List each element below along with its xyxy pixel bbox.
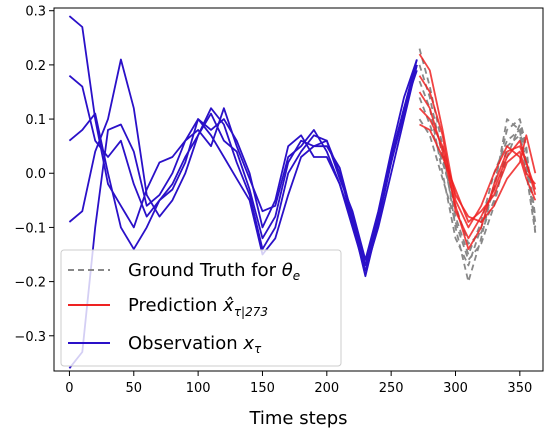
prediction-series-4 [419,123,536,223]
x-tick-label: 50 [126,381,143,396]
y-tick-label: −0.3 [14,330,46,345]
y-tick-label: 0.2 [25,59,46,74]
y-tick-label: −0.2 [14,276,46,291]
x-tick-label: 150 [250,381,275,396]
x-tick-label: 300 [443,381,468,396]
ground-truth-series-4 [418,118,537,261]
ground-truth-series-2 [418,80,537,267]
legend-label-ground-truth: Ground Truth for θe [128,260,300,283]
y-tick-label: 0.0 [25,167,46,182]
prediction-series-0 [418,53,537,229]
plot-frame [53,7,544,372]
x-axis-ticks: 0 50 100 150 200 250 300 350 [65,371,532,396]
x-tick-label: 200 [314,381,339,396]
x-tick-label: 250 [379,381,404,396]
prediction-series-3 [418,107,537,223]
x-tick-label: 350 [507,381,532,396]
x-tick-label: 100 [186,381,211,396]
observation-series-3 [68,58,418,261]
plot-lines [68,15,537,369]
y-tick-label: 0.3 [25,5,46,20]
observation-series-2 [68,70,418,278]
y-tick-label: −0.1 [14,221,46,236]
prediction-series-1 [418,75,537,240]
y-axis-ticks: −0.3 −0.2 −0.1 0.0 0.1 0.2 0.3 [14,5,54,345]
x-tick-label: 0 [65,381,73,396]
y-tick-label: 0.1 [25,113,46,128]
ground-truth-series-0 [418,48,537,283]
legend: Ground Truth for θe Prediction x̂τ|273 O… [60,249,342,367]
legend-box [60,249,342,367]
x-axis-label: Time steps [248,408,347,429]
legend-label-observation: Observation xτ [128,333,262,356]
observation-series-4 [68,64,418,369]
